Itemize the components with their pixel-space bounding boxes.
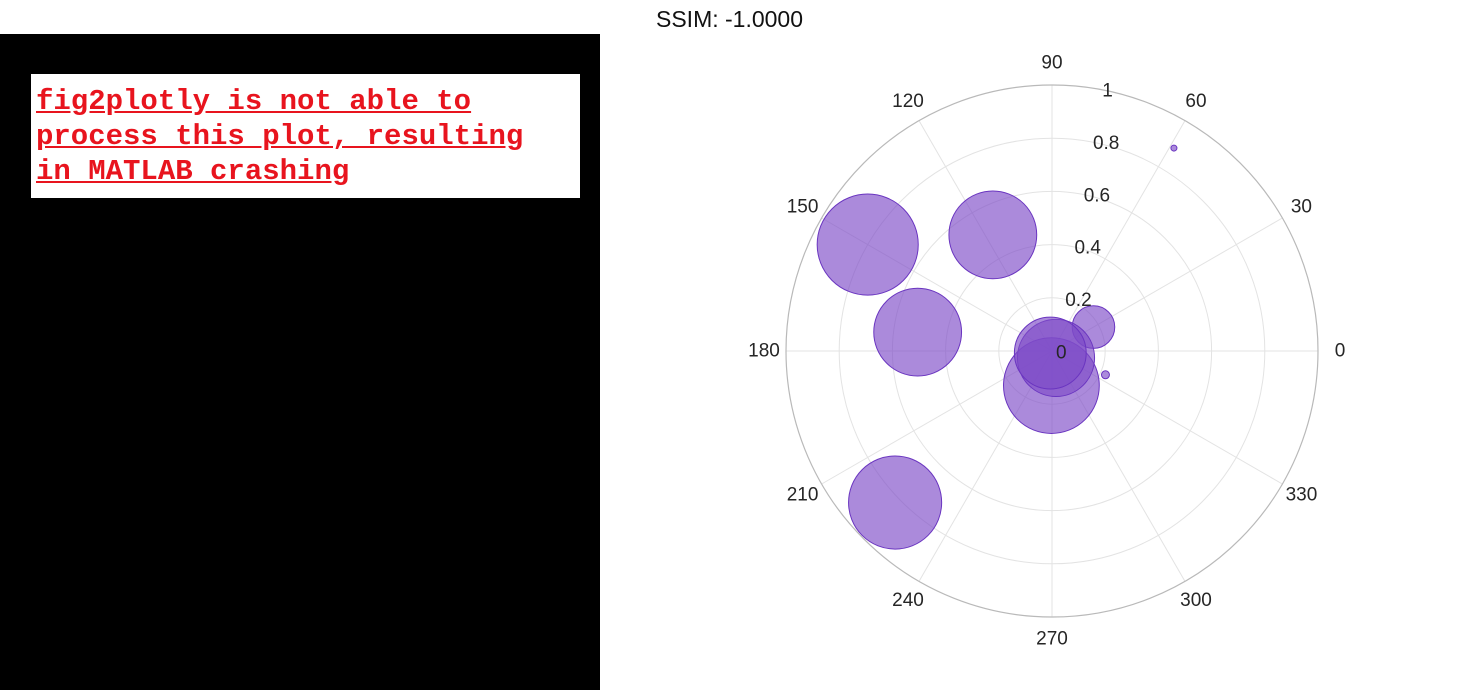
error-line: fig2plotly is not able to [36,85,472,118]
theta-tick-label: 330 [1286,485,1318,506]
scatter-point [1170,144,1178,152]
theta-tick-label: 30 [1291,197,1312,218]
theta-tick-label: 210 [787,485,819,506]
r-tick-label: 0.4 [1074,238,1101,259]
polar-scatter-chart: 0 30 60 90 120 150 180 210 240 270 300 330 0 0.2 0.4 0.… [748,53,1345,650]
theta-tick-label: 240 [892,590,924,611]
r-tick-label: 0.6 [1084,185,1110,206]
r-tick-label: 0 [1056,343,1067,364]
theta-gridline [1051,120,1186,352]
r-tick-label: 1 [1102,81,1113,102]
polar-outer-ring [785,84,1319,618]
theta-tick-label: 150 [787,197,819,218]
theta-tick-label: 120 [892,91,924,112]
scatter-point [948,190,1038,280]
error-panel: fig2plotly is not able to process this p… [0,34,600,690]
scatter-point [848,455,943,550]
theta-tick-label: 300 [1180,590,1212,611]
r-tick-label: 0.8 [1093,133,1119,154]
scatter-point [1013,316,1087,390]
error-message: fig2plotly is not able to process this p… [36,84,580,189]
theta-tick-label: 0 [1335,341,1346,362]
r-gridline [838,137,1266,565]
theta-tick-label: 90 [1041,53,1062,74]
tick-labels: 0 30 60 90 120 150 180 210 240 270 300 330 0 0.2 0.4 0.… [748,53,1345,650]
scatter-markers [816,144,1178,550]
ssim-title: SSIM: -1.0000 [656,6,804,32]
error-line: process this plot, resulting [36,120,524,153]
error-line: in MATLAB crashing [36,155,350,188]
r-tick-label: 0.2 [1065,290,1091,311]
theta-tick-label: 270 [1036,629,1068,650]
theta-tick-label: 180 [748,341,780,362]
scatter-point [816,193,919,296]
error-message-box: fig2plotly is not able to process this p… [31,74,580,198]
theta-tick-label: 60 [1185,91,1206,112]
scatter-point [873,287,963,377]
scatter-point [1100,370,1110,380]
